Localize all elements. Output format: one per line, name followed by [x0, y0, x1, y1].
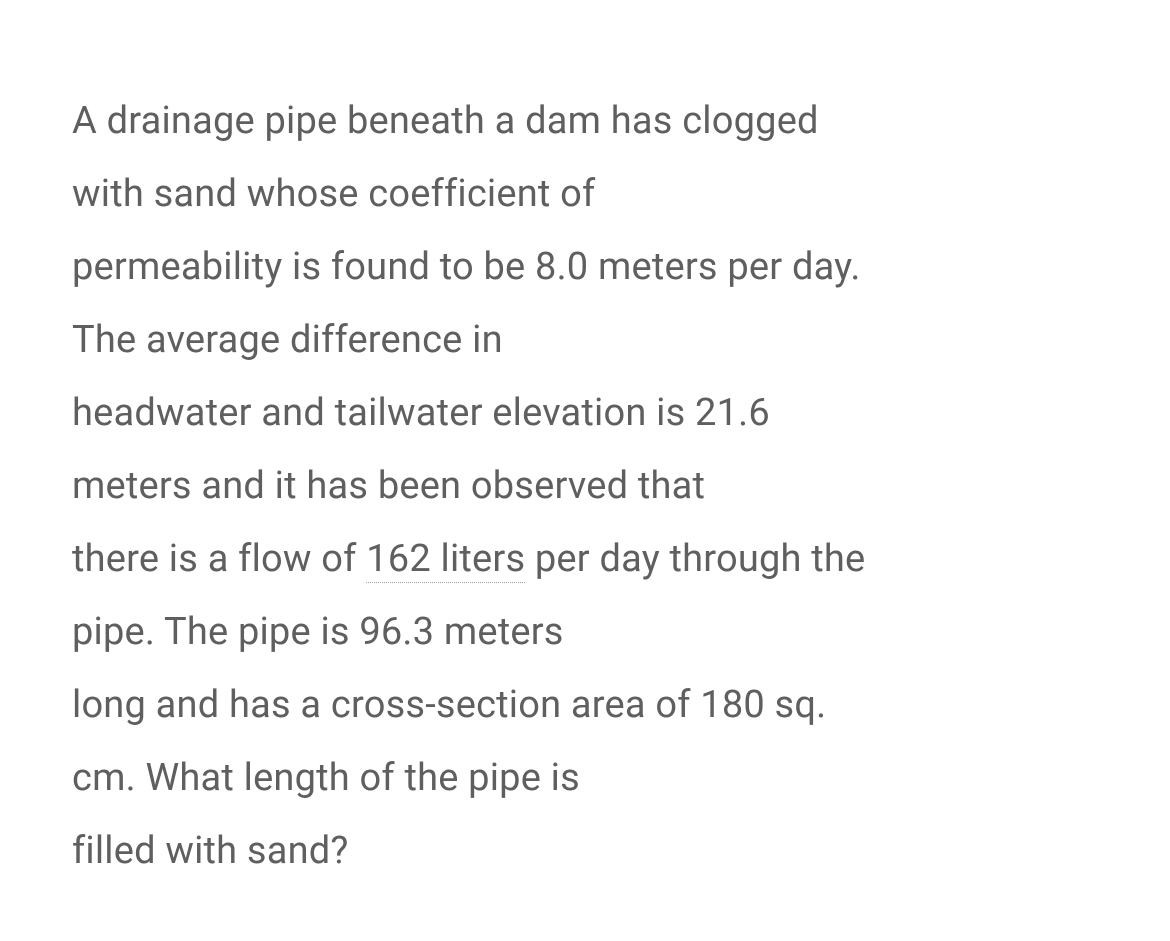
- problem-line-8: pipe. The pipe is 96.3 meters: [72, 596, 1098, 669]
- problem-line-9: long and has a cross-section area of 180…: [72, 669, 1098, 742]
- problem-text-block: A drainage pipe beneath a dam has clogge…: [0, 0, 1170, 888]
- problem-line-7c: per day through the: [525, 537, 865, 581]
- problem-line-2: with sand whose coefficient of: [72, 158, 1098, 231]
- problem-line-7: there is a flow of 162 liters per day th…: [72, 523, 1098, 596]
- problem-line-6: meters and it has been observed that: [72, 450, 1098, 523]
- problem-line-3: permeability is found to be 8.0 meters p…: [72, 231, 1098, 304]
- problem-line-10: cm. What length of the pipe is: [72, 742, 1098, 815]
- flow-value-underlined: 162 liters: [366, 537, 525, 583]
- problem-line-11: filled with sand?: [72, 815, 1098, 888]
- problem-line-4: The average difference in: [72, 304, 1098, 377]
- problem-line-5: headwater and tailwater elevation is 21.…: [72, 377, 1098, 450]
- problem-line-1: A drainage pipe beneath a dam has clogge…: [72, 85, 1098, 158]
- problem-line-7a: there is a flow of: [72, 537, 366, 581]
